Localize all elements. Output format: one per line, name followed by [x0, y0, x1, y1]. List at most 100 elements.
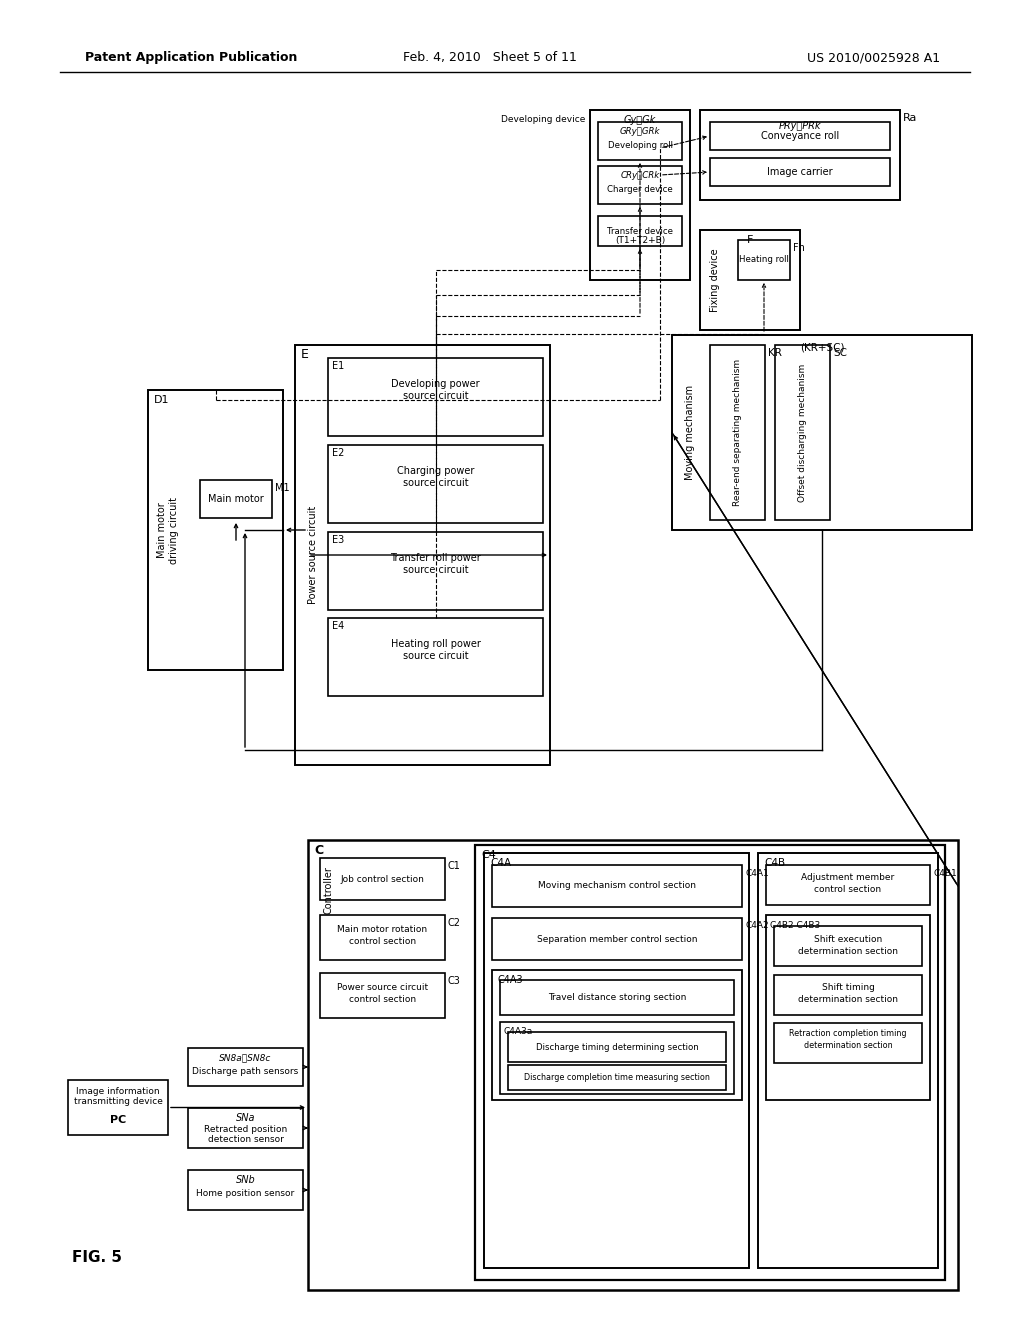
- Text: Heating roll: Heating roll: [739, 256, 788, 264]
- Text: Image information: Image information: [76, 1088, 160, 1097]
- Bar: [484, 853, 749, 1269]
- Text: Charging power
source circuit: Charging power source circuit: [397, 466, 474, 488]
- Text: Moving mechanism: Moving mechanism: [685, 385, 695, 480]
- Text: E: E: [301, 348, 309, 362]
- Text: C4A3: C4A3: [498, 975, 523, 985]
- Text: control section: control section: [349, 995, 416, 1005]
- Bar: [328, 532, 543, 610]
- Bar: [590, 110, 690, 280]
- Bar: [295, 345, 550, 766]
- Text: F: F: [746, 235, 754, 246]
- Bar: [319, 915, 445, 960]
- Bar: [598, 166, 682, 205]
- Text: GRy～GRk: GRy～GRk: [620, 128, 660, 136]
- Bar: [508, 1065, 726, 1090]
- Text: C1: C1: [449, 861, 461, 871]
- Text: C4B1: C4B1: [933, 869, 956, 878]
- Text: determination section: determination section: [804, 1040, 892, 1049]
- Text: C4A3a: C4A3a: [504, 1027, 534, 1036]
- Text: Home position sensor: Home position sensor: [197, 1189, 295, 1199]
- Bar: [319, 973, 445, 1018]
- Text: Shift execution: Shift execution: [814, 935, 882, 944]
- Bar: [598, 121, 682, 160]
- Text: Fixing device: Fixing device: [710, 248, 720, 312]
- Bar: [328, 618, 543, 696]
- Text: Separation member control section: Separation member control section: [537, 935, 697, 944]
- Text: C3: C3: [449, 975, 461, 986]
- Text: Heating roll power
source circuit: Heating roll power source circuit: [390, 639, 480, 661]
- Bar: [492, 970, 742, 1100]
- Bar: [774, 975, 922, 1015]
- Text: Transfer device: Transfer device: [607, 227, 673, 235]
- Text: Fh: Fh: [793, 243, 805, 253]
- Text: PRy～PRk: PRy～PRk: [778, 121, 821, 131]
- Bar: [328, 445, 543, 523]
- Text: Job control section: Job control section: [341, 874, 424, 883]
- Bar: [766, 865, 930, 906]
- Bar: [710, 345, 765, 520]
- Text: control section: control section: [814, 886, 882, 895]
- Bar: [492, 917, 742, 960]
- Text: (KR+SC): (KR+SC): [800, 342, 844, 352]
- Bar: [766, 915, 930, 1100]
- Text: Travel distance storing section: Travel distance storing section: [548, 993, 686, 1002]
- Text: C4A2: C4A2: [745, 921, 769, 931]
- Text: Developing roll: Developing roll: [607, 141, 673, 150]
- Text: Image carrier: Image carrier: [767, 168, 833, 177]
- Text: C4: C4: [481, 850, 496, 861]
- Text: C4A: C4A: [490, 858, 511, 869]
- Text: (T1+T2+B): (T1+T2+B): [614, 235, 666, 244]
- Bar: [319, 858, 445, 900]
- Text: D1: D1: [154, 395, 170, 405]
- Bar: [68, 1080, 168, 1135]
- Bar: [758, 853, 938, 1269]
- Bar: [188, 1170, 303, 1210]
- Text: C4B2 C4B3: C4B2 C4B3: [770, 920, 820, 929]
- Text: Main motor
driving circuit: Main motor driving circuit: [158, 496, 179, 564]
- Bar: [500, 979, 734, 1015]
- Text: Moving mechanism control section: Moving mechanism control section: [538, 882, 696, 891]
- Text: Power source circuit: Power source circuit: [337, 983, 428, 993]
- Text: Discharge completion time measuring section: Discharge completion time measuring sect…: [524, 1073, 710, 1082]
- Text: Ra: Ra: [903, 114, 918, 123]
- Text: Rear-end separating mechanism: Rear-end separating mechanism: [733, 359, 742, 506]
- Text: SN8a～SN8c: SN8a～SN8c: [219, 1053, 271, 1063]
- Text: transmitting device: transmitting device: [74, 1097, 163, 1106]
- Text: Main motor rotation: Main motor rotation: [338, 925, 428, 935]
- Bar: [200, 480, 272, 517]
- Text: Developing power
source circuit: Developing power source circuit: [391, 379, 480, 401]
- Text: CRy～CRk: CRy～CRk: [621, 172, 659, 181]
- Text: Patent Application Publication: Patent Application Publication: [85, 51, 297, 65]
- Text: E1: E1: [332, 360, 344, 371]
- Bar: [188, 1048, 303, 1086]
- Bar: [672, 335, 972, 531]
- Text: Adjustment member: Adjustment member: [802, 874, 895, 883]
- Text: KR: KR: [768, 348, 782, 358]
- Bar: [710, 158, 890, 186]
- Bar: [148, 389, 283, 671]
- Text: SNb: SNb: [236, 1175, 255, 1185]
- Text: E3: E3: [332, 535, 344, 545]
- Text: detection sensor: detection sensor: [208, 1135, 284, 1144]
- Bar: [308, 840, 958, 1290]
- Text: Shift timing: Shift timing: [821, 983, 874, 993]
- Text: SNa: SNa: [236, 1113, 255, 1123]
- Text: Main motor: Main motor: [208, 494, 264, 504]
- Text: Transfer roll power
source circuit: Transfer roll power source circuit: [390, 553, 481, 574]
- Text: control section: control section: [349, 937, 416, 946]
- Text: determination section: determination section: [798, 995, 898, 1005]
- Bar: [774, 927, 922, 966]
- Text: SC: SC: [833, 348, 847, 358]
- Text: Feb. 4, 2010   Sheet 5 of 11: Feb. 4, 2010 Sheet 5 of 11: [403, 51, 577, 65]
- Text: Gy～Gk: Gy～Gk: [624, 115, 656, 125]
- Text: C2: C2: [449, 917, 461, 928]
- Text: Developing device: Developing device: [501, 116, 585, 124]
- Text: C4A1: C4A1: [745, 869, 769, 878]
- Text: PC: PC: [110, 1115, 126, 1125]
- Bar: [700, 110, 900, 201]
- Text: US 2010/0025928 A1: US 2010/0025928 A1: [807, 51, 940, 65]
- Text: E2: E2: [332, 447, 344, 458]
- Bar: [508, 1032, 726, 1063]
- Text: Offset discharging mechanism: Offset discharging mechanism: [798, 363, 807, 502]
- Bar: [500, 1022, 734, 1094]
